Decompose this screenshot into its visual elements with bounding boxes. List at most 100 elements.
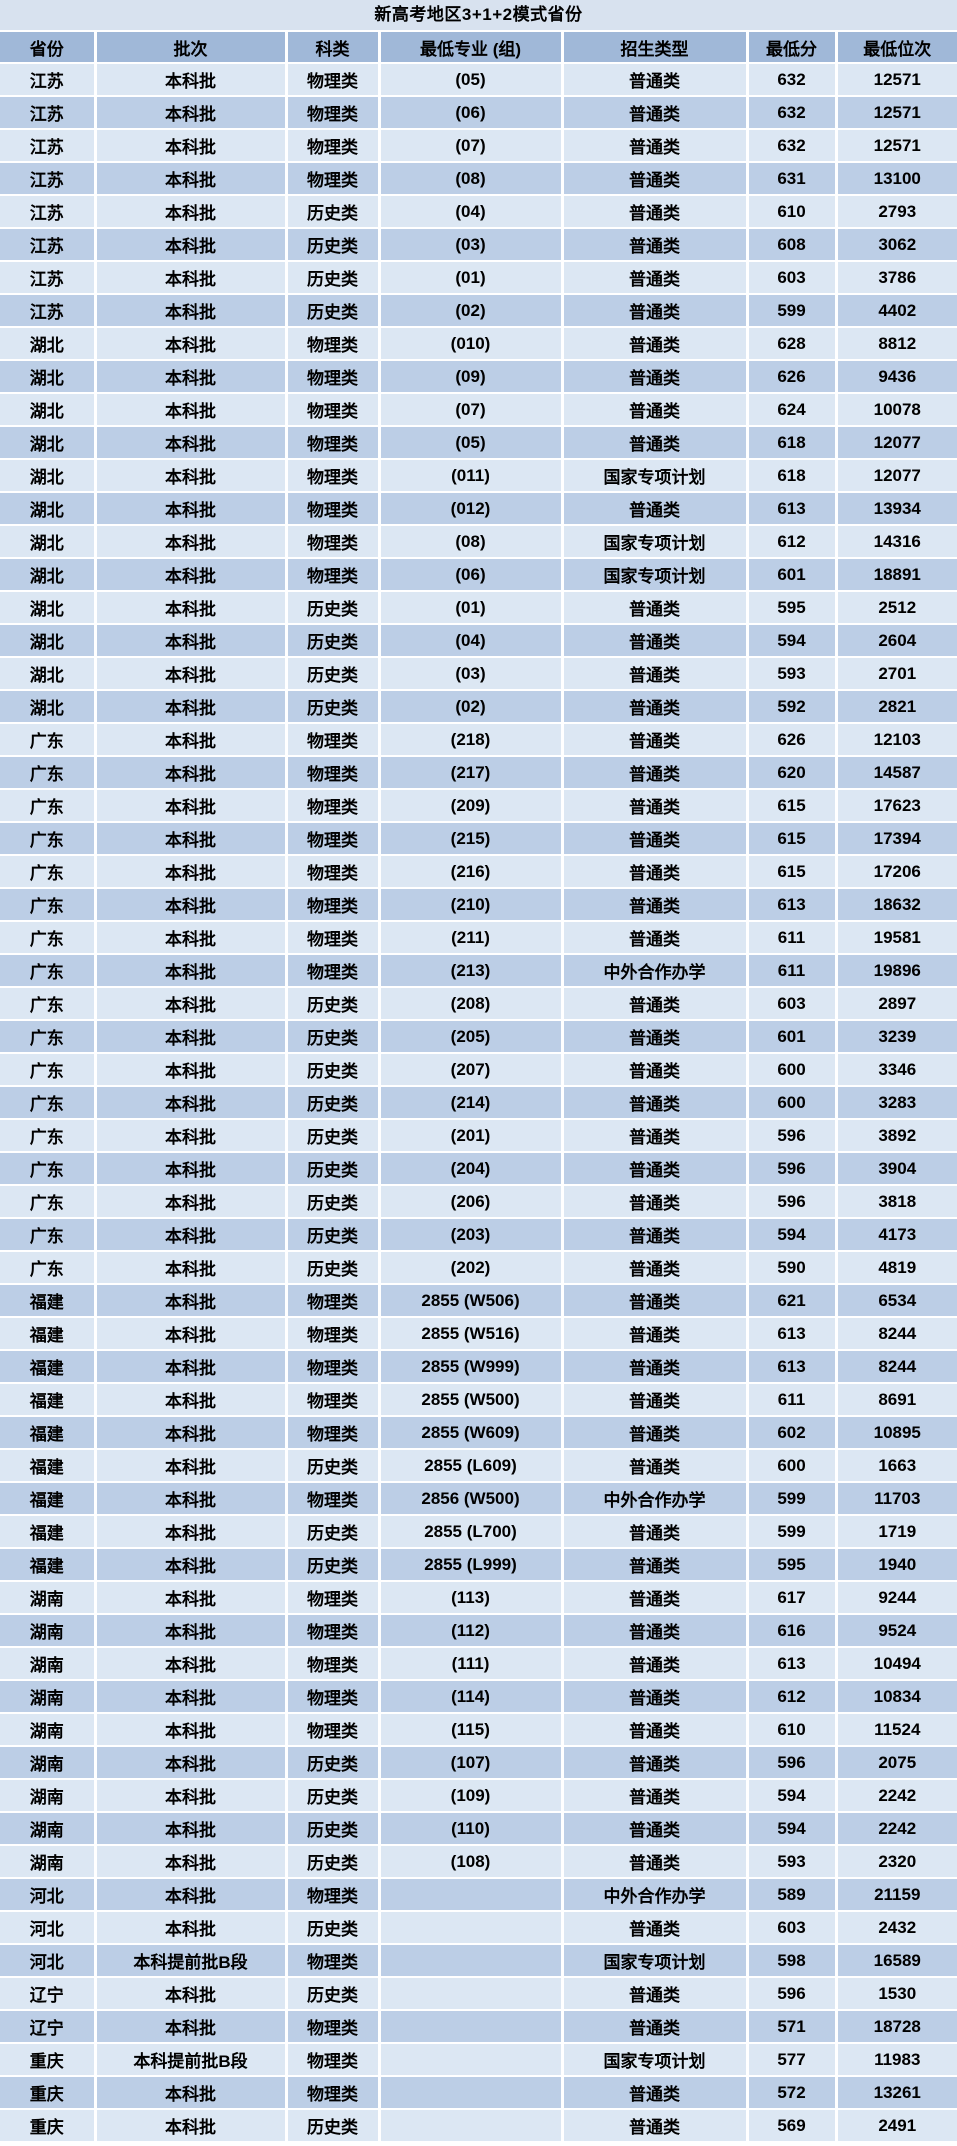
table-row: 江苏 本科批 物理类 (08) 普通类 631 13100 — [0, 162, 957, 196]
cell-subject-category: 历史类 — [286, 1746, 381, 1780]
cell-admission-type: 普通类 — [562, 1647, 749, 1681]
cell-province: 广东 — [0, 1251, 97, 1285]
cell-batch: 本科批 — [95, 1812, 288, 1846]
cell-province: 辽宁 — [0, 1977, 97, 2011]
cell-min-rank: 2793 — [836, 195, 957, 229]
table-row: 湖南 本科批 物理类 (113) 普通类 617 9244 — [0, 1581, 957, 1615]
cell-admission-type: 普通类 — [562, 96, 749, 130]
cell-subject-category: 历史类 — [286, 1218, 381, 1252]
cell-province: 广东 — [0, 888, 97, 922]
cell-min-score: 631 — [747, 162, 838, 196]
cell-batch: 本科批 — [95, 657, 288, 691]
cell-min-major-group: (04) — [379, 624, 564, 658]
cell-province: 湖南 — [0, 1680, 97, 1714]
cell-subject-category: 物理类 — [286, 1317, 381, 1351]
cell-min-rank: 3062 — [836, 228, 957, 262]
cell-min-score: 571 — [747, 2010, 838, 2044]
table-row: 湖南 本科批 物理类 (115) 普通类 610 11524 — [0, 1713, 957, 1747]
cell-admission-type: 普通类 — [562, 624, 749, 658]
cell-province: 福建 — [0, 1350, 97, 1384]
cell-min-score: 603 — [747, 261, 838, 295]
cell-batch: 本科批 — [95, 294, 288, 328]
cell-min-score: 620 — [747, 756, 838, 790]
cell-min-score: 595 — [747, 1548, 838, 1582]
cell-min-score: 626 — [747, 723, 838, 757]
cell-province: 湖南 — [0, 1614, 97, 1648]
cell-min-rank: 2512 — [836, 591, 957, 625]
table-row: 广东 本科批 历史类 (208) 普通类 603 2897 — [0, 987, 957, 1021]
cell-batch: 本科批 — [95, 261, 288, 295]
cell-admission-type: 普通类 — [562, 756, 749, 790]
cell-min-score: 596 — [747, 1119, 838, 1153]
cell-min-major-group: 2855 (L609) — [379, 1449, 564, 1483]
cell-province: 湖北 — [0, 690, 97, 724]
cell-min-score: 611 — [747, 954, 838, 988]
cell-subject-category: 物理类 — [286, 558, 381, 592]
cell-batch: 本科批 — [95, 822, 288, 856]
cell-admission-type: 普通类 — [562, 1713, 749, 1747]
cell-province: 福建 — [0, 1449, 97, 1483]
cell-subject-category: 历史类 — [286, 1911, 381, 1945]
cell-subject-category: 历史类 — [286, 1119, 381, 1153]
table-row: 湖北 本科批 物理类 (011) 国家专项计划 618 12077 — [0, 459, 957, 493]
cell-admission-type: 普通类 — [562, 1152, 749, 1186]
col-header-batch: 批次 — [95, 32, 288, 64]
cell-min-rank: 11983 — [836, 2043, 957, 2077]
cell-admission-type: 普通类 — [562, 492, 749, 526]
cell-admission-type: 普通类 — [562, 1020, 749, 1054]
cell-subject-category: 历史类 — [286, 1548, 381, 1582]
table-row: 湖南 本科批 物理类 (111) 普通类 613 10494 — [0, 1647, 957, 1681]
cell-min-rank: 2491 — [836, 2109, 957, 2141]
cell-min-score: 611 — [747, 921, 838, 955]
col-header-min-score: 最低分 — [747, 32, 838, 64]
cell-min-score: 621 — [747, 1284, 838, 1318]
table-row: 广东 本科批 历史类 (201) 普通类 596 3892 — [0, 1119, 957, 1153]
cell-min-major-group: (205) — [379, 1020, 564, 1054]
cell-province: 广东 — [0, 921, 97, 955]
cell-batch: 本科批 — [95, 1581, 288, 1615]
cell-batch: 本科批 — [95, 921, 288, 955]
cell-province: 广东 — [0, 756, 97, 790]
table-row: 福建 本科批 物理类 2855 (W516) 普通类 613 8244 — [0, 1317, 957, 1351]
cell-admission-type: 中外合作办学 — [562, 954, 749, 988]
table-row: 广东 本科批 历史类 (214) 普通类 600 3283 — [0, 1086, 957, 1120]
cell-batch: 本科批 — [95, 327, 288, 361]
table-row: 江苏 本科批 历史类 (04) 普通类 610 2793 — [0, 195, 957, 229]
cell-min-rank: 10834 — [836, 1680, 957, 1714]
cell-province: 福建 — [0, 1515, 97, 1549]
cell-subject-category: 物理类 — [286, 921, 381, 955]
cell-min-rank: 12571 — [836, 96, 957, 130]
cell-batch: 本科批 — [95, 63, 288, 97]
cell-province: 辽宁 — [0, 2010, 97, 2044]
cell-province: 重庆 — [0, 2043, 97, 2077]
cell-batch: 本科批 — [95, 2076, 288, 2110]
cell-subject-category: 历史类 — [286, 1053, 381, 1087]
cell-min-score: 601 — [747, 1020, 838, 1054]
cell-min-score: 628 — [747, 327, 838, 361]
cell-subject-category: 物理类 — [286, 96, 381, 130]
cell-province: 湖北 — [0, 657, 97, 691]
cell-min-rank: 10895 — [836, 1416, 957, 1450]
cell-subject-category: 历史类 — [286, 195, 381, 229]
cell-province: 湖南 — [0, 1581, 97, 1615]
table-row: 广东 本科批 物理类 (210) 普通类 613 18632 — [0, 888, 957, 922]
cell-province: 江苏 — [0, 162, 97, 196]
cell-min-rank: 4819 — [836, 1251, 957, 1285]
table-row: 广东 本科批 历史类 (207) 普通类 600 3346 — [0, 1053, 957, 1087]
table-row: 湖南 本科批 物理类 (114) 普通类 612 10834 — [0, 1680, 957, 1714]
cell-batch: 本科批 — [95, 888, 288, 922]
cell-province: 湖北 — [0, 624, 97, 658]
cell-batch: 本科批 — [95, 591, 288, 625]
cell-batch: 本科批 — [95, 1449, 288, 1483]
cell-batch: 本科批 — [95, 1185, 288, 1219]
cell-subject-category: 物理类 — [286, 426, 381, 460]
cell-min-rank: 2432 — [836, 1911, 957, 1945]
cell-province: 江苏 — [0, 261, 97, 295]
cell-min-score: 590 — [747, 1251, 838, 1285]
cell-batch: 本科批 — [95, 2010, 288, 2044]
cell-admission-type: 中外合作办学 — [562, 1482, 749, 1516]
cell-min-major-group: (111) — [379, 1647, 564, 1681]
cell-admission-type: 普通类 — [562, 2076, 749, 2110]
cell-subject-category: 历史类 — [286, 657, 381, 691]
table-row: 湖南 本科批 历史类 (109) 普通类 594 2242 — [0, 1779, 957, 1813]
